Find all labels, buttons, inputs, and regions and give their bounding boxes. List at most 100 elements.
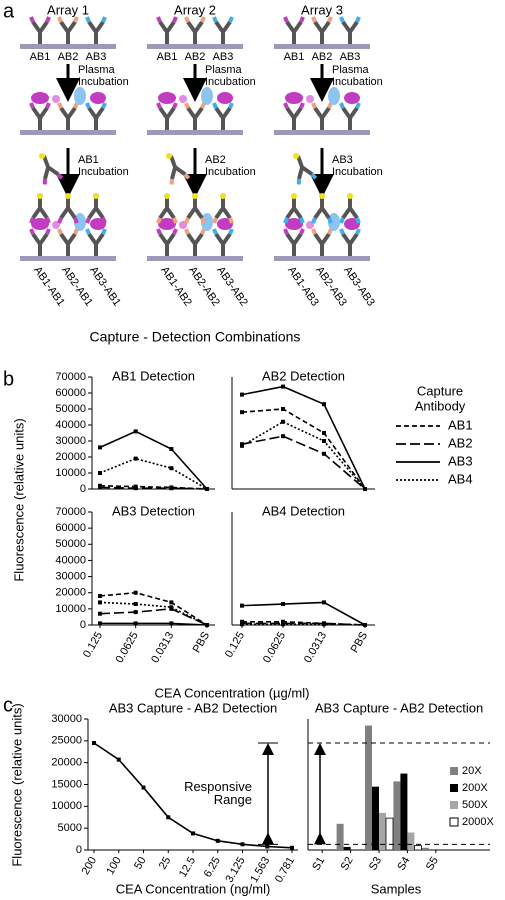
antibody (184, 102, 206, 130)
capture-label: AB1 (30, 51, 51, 63)
y-tick-label: 70000 (55, 506, 86, 518)
antigen (217, 92, 233, 104)
antibody-tip (29, 217, 51, 224)
bar (385, 817, 394, 851)
capture-label: AB2 (312, 51, 333, 63)
antibody-tip (85, 228, 107, 235)
data-point (133, 602, 138, 607)
data-point (322, 439, 326, 443)
antibody (29, 16, 51, 44)
x-tick-label: 50 (132, 855, 149, 872)
antibody (29, 102, 51, 130)
legend-label: 500X (462, 799, 488, 811)
x-tick-label: S1 (310, 855, 327, 873)
label-dot (37, 193, 43, 199)
antibody (184, 228, 206, 256)
x-tick-label: 12.5 (177, 855, 198, 880)
y-tick-label: 15000 (51, 778, 82, 790)
data-point (133, 621, 138, 626)
antibody (311, 196, 333, 224)
x-tick-label: 100 (104, 855, 124, 877)
step-label: Incubation (78, 166, 129, 178)
y-tick-label: 20000 (55, 587, 86, 599)
y-tick-label: 40000 (55, 419, 86, 431)
y-tick-label: 0 (76, 844, 82, 856)
step-label: AB3 (332, 154, 353, 166)
antibody-tip (212, 102, 234, 109)
data-line (242, 620, 366, 626)
x-tick-label: PBS (191, 630, 212, 655)
antibody (85, 228, 107, 256)
antibody-body (59, 196, 77, 220)
antibody-tip (283, 16, 305, 23)
antibody-tip (29, 102, 51, 109)
antibody-tip (85, 102, 107, 109)
antigen (217, 218, 233, 230)
data-point (169, 621, 174, 626)
step-label: Incubation (332, 76, 383, 88)
data-point (240, 410, 244, 415)
data-point (322, 431, 326, 435)
label-dot (164, 193, 170, 199)
y-tick-label: 30000 (51, 713, 82, 725)
data-point (205, 487, 209, 491)
antibody (184, 196, 206, 224)
data-point (133, 429, 138, 434)
label-dot (319, 193, 325, 199)
antibody-tip (42, 172, 64, 185)
y-tick-label: 70000 (55, 371, 86, 383)
antibody-body (42, 155, 60, 180)
antibody (29, 228, 51, 256)
panel-label: a (3, 0, 15, 22)
y-tick-label: 10000 (55, 467, 86, 479)
chart-title: AB3 Detection (112, 503, 195, 518)
antibody (42, 155, 64, 185)
antibody (57, 16, 79, 44)
step-label: Plasma (205, 64, 243, 76)
chart-title: AB1 Detection (112, 368, 195, 383)
x-tick-label: 0.0313 (149, 630, 176, 665)
antibody-tip (283, 217, 305, 224)
substrate (147, 256, 243, 261)
legend-label: AB2 (448, 435, 473, 450)
antibody-tip (85, 217, 107, 224)
y-tick-label: 0 (80, 619, 86, 631)
data-line (241, 420, 366, 490)
legend-label: AB3 (448, 453, 473, 468)
antibody-body (214, 232, 232, 256)
legend-swatch (450, 767, 458, 775)
legend-label: 2000X (462, 816, 494, 828)
substrate (20, 44, 116, 49)
antibody-tip (212, 16, 234, 23)
data-point (169, 447, 174, 451)
antibody (311, 16, 333, 44)
antibody-body (31, 20, 49, 44)
y-tick-label: 50000 (55, 403, 86, 415)
chart-title: AB2 Detection (262, 368, 345, 383)
y-tick-label: 5000 (58, 822, 82, 834)
antigen (328, 87, 340, 105)
antibody (156, 16, 178, 44)
x-tick-label: 0.0313 (302, 630, 329, 665)
antibody-body (214, 196, 232, 220)
capture-label: AB1 (284, 51, 305, 63)
bar (379, 812, 386, 850)
y-tick-label: 60000 (55, 387, 86, 399)
antibody-tip (57, 217, 79, 224)
data-point (281, 407, 285, 411)
legend-title: Capture (417, 383, 463, 398)
x-tick-label: PBS (349, 630, 370, 655)
antibody-body (186, 196, 204, 220)
data-line (99, 457, 208, 490)
capture-label: AB1 (157, 51, 178, 63)
substrate (147, 130, 243, 135)
antibody (156, 228, 178, 256)
chart-title: AB3 Capture - AB2 Detection (315, 700, 483, 715)
antigen (90, 218, 106, 230)
antibody-tip (311, 102, 333, 109)
bar (421, 847, 429, 850)
panel-label: c (3, 694, 13, 716)
chart-title: AB3 Capture - AB2 Detection (109, 700, 277, 715)
x-tick-label: 0.781 (273, 855, 297, 885)
data-point (322, 600, 326, 605)
